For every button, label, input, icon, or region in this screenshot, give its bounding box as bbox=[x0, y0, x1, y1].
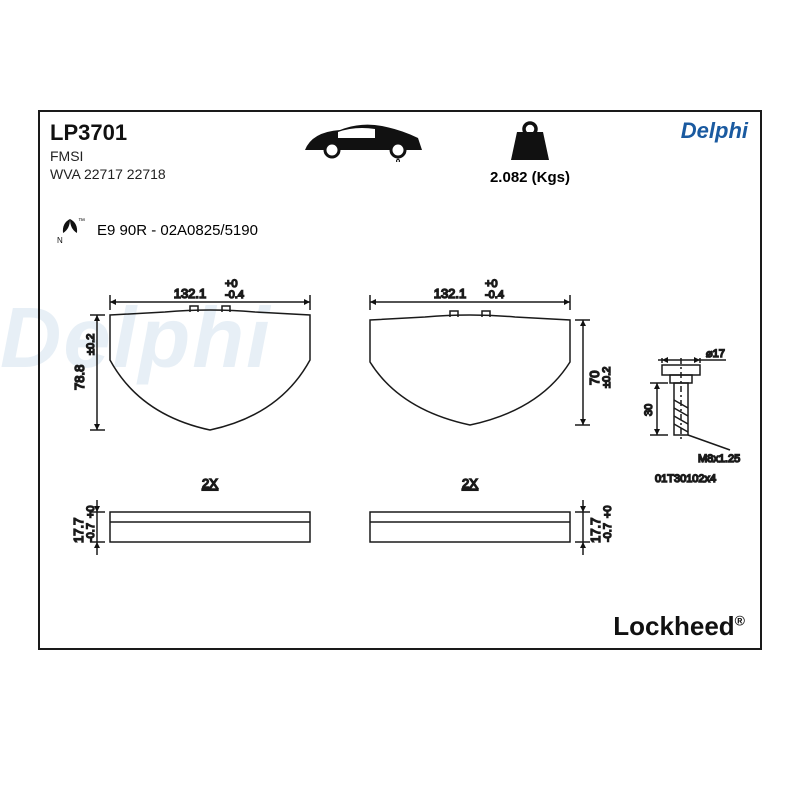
fmsi-label: FMSI bbox=[50, 148, 280, 164]
header-row: LP3701 FMSI WVA 22717 22718 2.082 (Kgs) bbox=[50, 120, 750, 186]
pad-left-width: 132.1 bbox=[174, 286, 207, 301]
pad-right-front: 132.1 +0 -0.4 70 ±0.2 bbox=[370, 278, 613, 425]
side-right-thickness: 17.7 bbox=[588, 518, 603, 543]
bolt-detail: 30 ⌀17 M8x1.25 01T30102x4 bbox=[643, 348, 740, 485]
weight-block: 2.082 (Kgs) bbox=[450, 120, 610, 186]
pad-left-qty: 2X bbox=[202, 476, 218, 491]
svg-text:N: N bbox=[57, 236, 63, 245]
side-right-tol-l: -0.7 bbox=[602, 523, 614, 542]
side-left-tol-l: -0.7 bbox=[85, 523, 97, 542]
pad-right-width: 132.1 bbox=[434, 286, 467, 301]
wva-numbers: WVA 22717 22718 bbox=[50, 166, 280, 182]
pad-right-height-tol: ±0.2 bbox=[601, 367, 613, 388]
weight-icon bbox=[505, 120, 555, 162]
bolt-head-dia: ⌀17 bbox=[706, 348, 725, 360]
pad-left-front: 132.1 +0 -0.4 78.8 ±0.2 bbox=[72, 278, 310, 430]
pad-left-side: 17.7 +0 -0.7 bbox=[71, 500, 310, 555]
pad-right-height: 70 bbox=[587, 371, 602, 385]
car-pictogram bbox=[280, 120, 450, 167]
certification-text: E9 90R - 02A0825/5190 bbox=[97, 222, 258, 239]
part-number: LP3701 bbox=[50, 120, 280, 146]
pad-left-width-tol-lower: -0.4 bbox=[225, 289, 244, 301]
pad-right-side: 17.7 +0 -0.7 bbox=[370, 500, 614, 555]
bolt-part-ref: 01T30102x4 bbox=[655, 473, 716, 485]
pad-right-qty: 2X bbox=[462, 476, 478, 491]
brand-logo-bottom: Lockheed® bbox=[613, 611, 745, 642]
svg-text:™: ™ bbox=[78, 218, 85, 225]
side-left-tol-u: +0 bbox=[85, 505, 97, 518]
side-right-tol-u: +0 bbox=[602, 505, 614, 518]
certification-row: N ™ E9 90R - 02A0825/5190 bbox=[55, 215, 258, 245]
pad-left-height-tol: ±0.2 bbox=[85, 334, 97, 355]
side-left-thickness: 17.7 bbox=[71, 518, 86, 543]
pad-right-width-tol-lower: -0.4 bbox=[485, 289, 504, 301]
bolt-length: 30 bbox=[643, 404, 655, 416]
part-info: LP3701 FMSI WVA 22717 22718 bbox=[50, 120, 280, 182]
pad-left-height: 78.8 bbox=[72, 365, 87, 390]
technical-drawing: 132.1 +0 -0.4 78.8 ±0.2 bbox=[50, 260, 750, 620]
bolt-thread: M8x1.25 bbox=[698, 453, 740, 465]
eco-leaf-icon: N ™ bbox=[55, 215, 85, 245]
weight-value: 2.082 (Kgs) bbox=[450, 169, 610, 186]
